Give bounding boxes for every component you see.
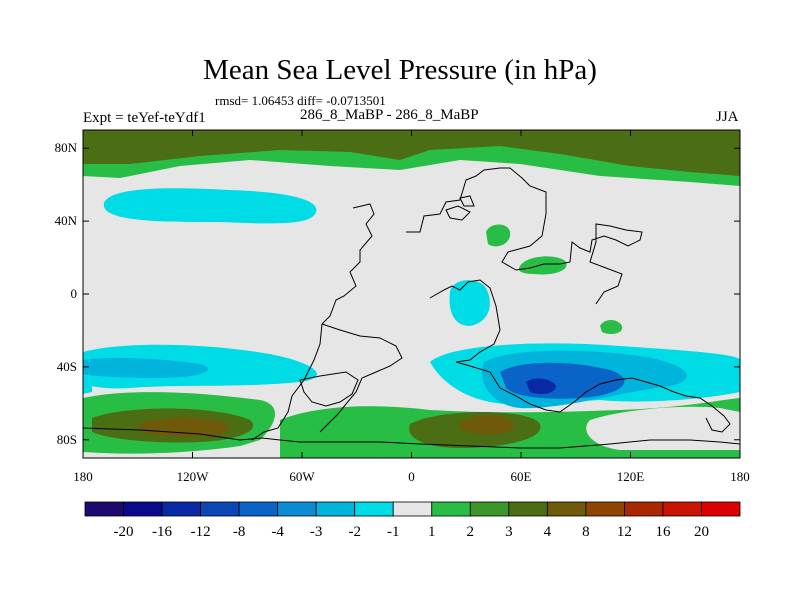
difference-label: 286_8_MaBP - 286_8_MaBP (300, 107, 479, 123)
colorbar-swatch (392, 501, 433, 517)
colorbar-label: -12 (191, 524, 211, 540)
colorbar-label: 4 (544, 524, 552, 540)
x-tick-label: 120E (617, 469, 645, 484)
coastline-eurasia (515, 223, 643, 305)
x-tick-label: 0 (408, 469, 415, 484)
y-tick-label: 40N (55, 213, 78, 228)
colorbar-swatch (546, 501, 587, 517)
colorbar-label: 12 (617, 524, 632, 540)
north-positive-olive (83, 130, 740, 176)
colorbar-label: -4 (271, 524, 284, 540)
x-tick-label: 180 (730, 469, 750, 484)
colorbar-label: 1 (428, 524, 436, 540)
colorbar-swatch (238, 501, 279, 517)
stats-label: rmsd= 1.06453 diff= -0.0713501 (215, 93, 386, 108)
north-pacific-negative (103, 188, 317, 224)
season-label: JJA (716, 109, 739, 125)
central-asia-positive (518, 256, 567, 275)
colorbar-label: -8 (233, 524, 246, 540)
colorbar-swatch (84, 501, 124, 517)
x-tick-label: 180 (73, 469, 93, 484)
colorbar-swatch (508, 501, 548, 517)
chart-title: Mean Sea Level Pressure (in hPa) (203, 54, 597, 86)
colorbar-label: -20 (114, 524, 134, 540)
south-positive-core-2 (459, 415, 515, 435)
colorbar-swatch (123, 501, 163, 517)
colorbar-swatch (624, 501, 664, 517)
x-tick-label: 60W (289, 469, 315, 484)
colorbar-label: -2 (348, 524, 361, 540)
y-tick-label: 80N (55, 140, 78, 155)
coastline-africa (429, 279, 501, 363)
colorbar-label: -3 (310, 524, 323, 540)
southern-ocean-neutral (586, 406, 740, 450)
indian-ocean-negative-core (526, 378, 556, 394)
colorbar-label: -16 (152, 524, 172, 540)
arabian-positive (600, 320, 623, 334)
colorbar-swatch (701, 501, 741, 517)
colorbar-label: 2 (467, 524, 475, 540)
colorbar-swatch (469, 501, 510, 517)
colorbar-swatch (354, 501, 394, 517)
y-tick-label: 40S (57, 359, 77, 374)
colorbar: -20 -16 -12 -8 -4 -3 -2 -1 1 2 3 4 8 12 16 20 (84, 501, 741, 540)
colorbar-swatch (662, 501, 702, 517)
south-atlantic-negative-2 (83, 357, 208, 378)
x-tick-label: 60E (511, 469, 532, 484)
colorbar-swatch (277, 501, 317, 517)
coastline-islands (445, 195, 475, 221)
coastline-south (455, 361, 731, 433)
experiment-label: Expt = teYef-teYdf1 (83, 110, 206, 126)
colorbar-swatch (431, 501, 471, 517)
colorbar-label: 8 (582, 524, 590, 540)
colorbar-swatch (585, 501, 625, 517)
south-positive-core (138, 417, 229, 437)
colorbar-swatch (315, 501, 356, 517)
y-tick-label: 80S (57, 432, 77, 447)
colorbar-label: 3 (505, 524, 513, 540)
coastlines (83, 167, 740, 449)
colorbar-label: 20 (694, 524, 709, 540)
coastline-north (406, 167, 547, 271)
equatorial-negative (449, 280, 490, 326)
colorbar-swatch (161, 501, 201, 517)
colorbar-label: -1 (387, 524, 400, 540)
coastline-americas (251, 203, 403, 441)
colorbar-swatch (200, 501, 240, 517)
x-tick-label: 120W (177, 469, 210, 484)
axes: 180 120W 60W 0 60E 120E 180 80N 40N 0 40S 80S (55, 130, 750, 484)
y-tick-label: 0 (71, 286, 78, 301)
map-field (83, 130, 740, 458)
east-asia-positive (486, 224, 511, 247)
colorbar-label: 16 (655, 524, 671, 540)
west-pacific-negative (83, 376, 92, 394)
coastline-antarctica (83, 371, 740, 449)
